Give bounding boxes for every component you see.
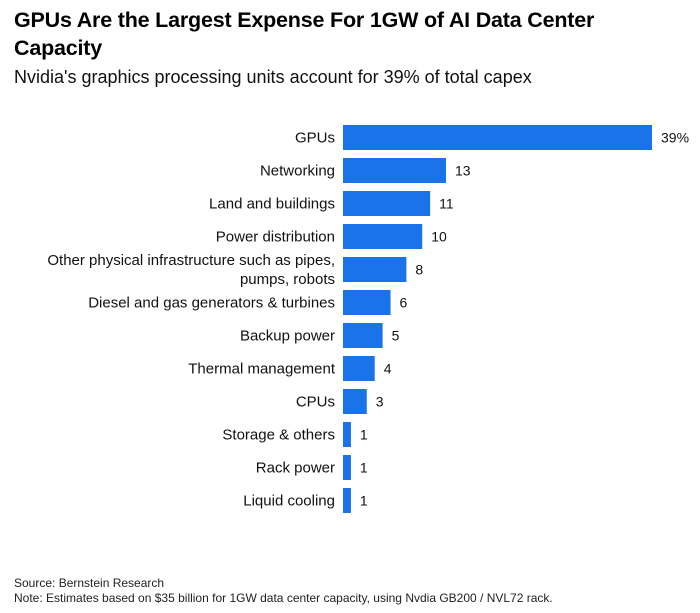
value-label-7: 4: [384, 361, 392, 377]
category-label-6: Backup power: [240, 328, 335, 345]
category-label-10: Rack power: [256, 460, 335, 477]
chart-title: GPUs Are the Largest Expense For 1GW of …: [14, 8, 595, 60]
source-note: Source: Bernstein Research: [14, 576, 165, 590]
category-label-0: GPUs: [295, 130, 335, 147]
value-label-0: 39%: [661, 130, 689, 146]
bar-7: [343, 356, 375, 381]
value-label-11: 1: [360, 493, 368, 509]
bar-1: [343, 158, 446, 183]
bar-3: [343, 224, 423, 249]
bar-4: [343, 257, 407, 282]
category-label-3: Power distribution: [216, 229, 335, 246]
category-label-8: CPUs: [296, 394, 335, 411]
bar-9: [343, 422, 351, 447]
value-label-2: 11: [439, 196, 454, 212]
estimate-note: Note: Estimates based on $35 billion for…: [14, 591, 553, 605]
bar-2: [343, 191, 431, 216]
category-label-2: Land and buildings: [209, 196, 335, 213]
category-label-11: Liquid cooling: [243, 493, 335, 510]
value-label-6: 5: [392, 328, 400, 344]
category-label-7: Thermal management: [188, 361, 336, 378]
bar-5: [343, 290, 391, 315]
category-label-4: Other physical infrastructure such as pi…: [47, 252, 335, 288]
chart-footer: Source: Bernstein Research Note: Estimat…: [14, 576, 694, 606]
bar-10: [343, 455, 351, 480]
bar-8: [343, 389, 367, 414]
value-label-1: 13: [455, 163, 471, 179]
chart-subtitle: Nvidia's graphics processing units accou…: [14, 67, 532, 87]
category-label-1: Networking: [260, 163, 335, 180]
bar-6: [343, 323, 383, 348]
category-label-5: Diesel and gas generators & turbines: [88, 295, 335, 312]
value-label-5: 6: [400, 295, 408, 311]
value-label-3: 10: [431, 229, 447, 245]
value-label-10: 1: [360, 460, 368, 476]
value-label-4: 8: [415, 262, 423, 278]
value-label-9: 1: [360, 427, 368, 443]
value-label-8: 3: [376, 394, 384, 410]
category-label-9: Storage & others: [222, 427, 335, 444]
bar-0: [343, 125, 652, 150]
bar-11: [343, 488, 351, 513]
